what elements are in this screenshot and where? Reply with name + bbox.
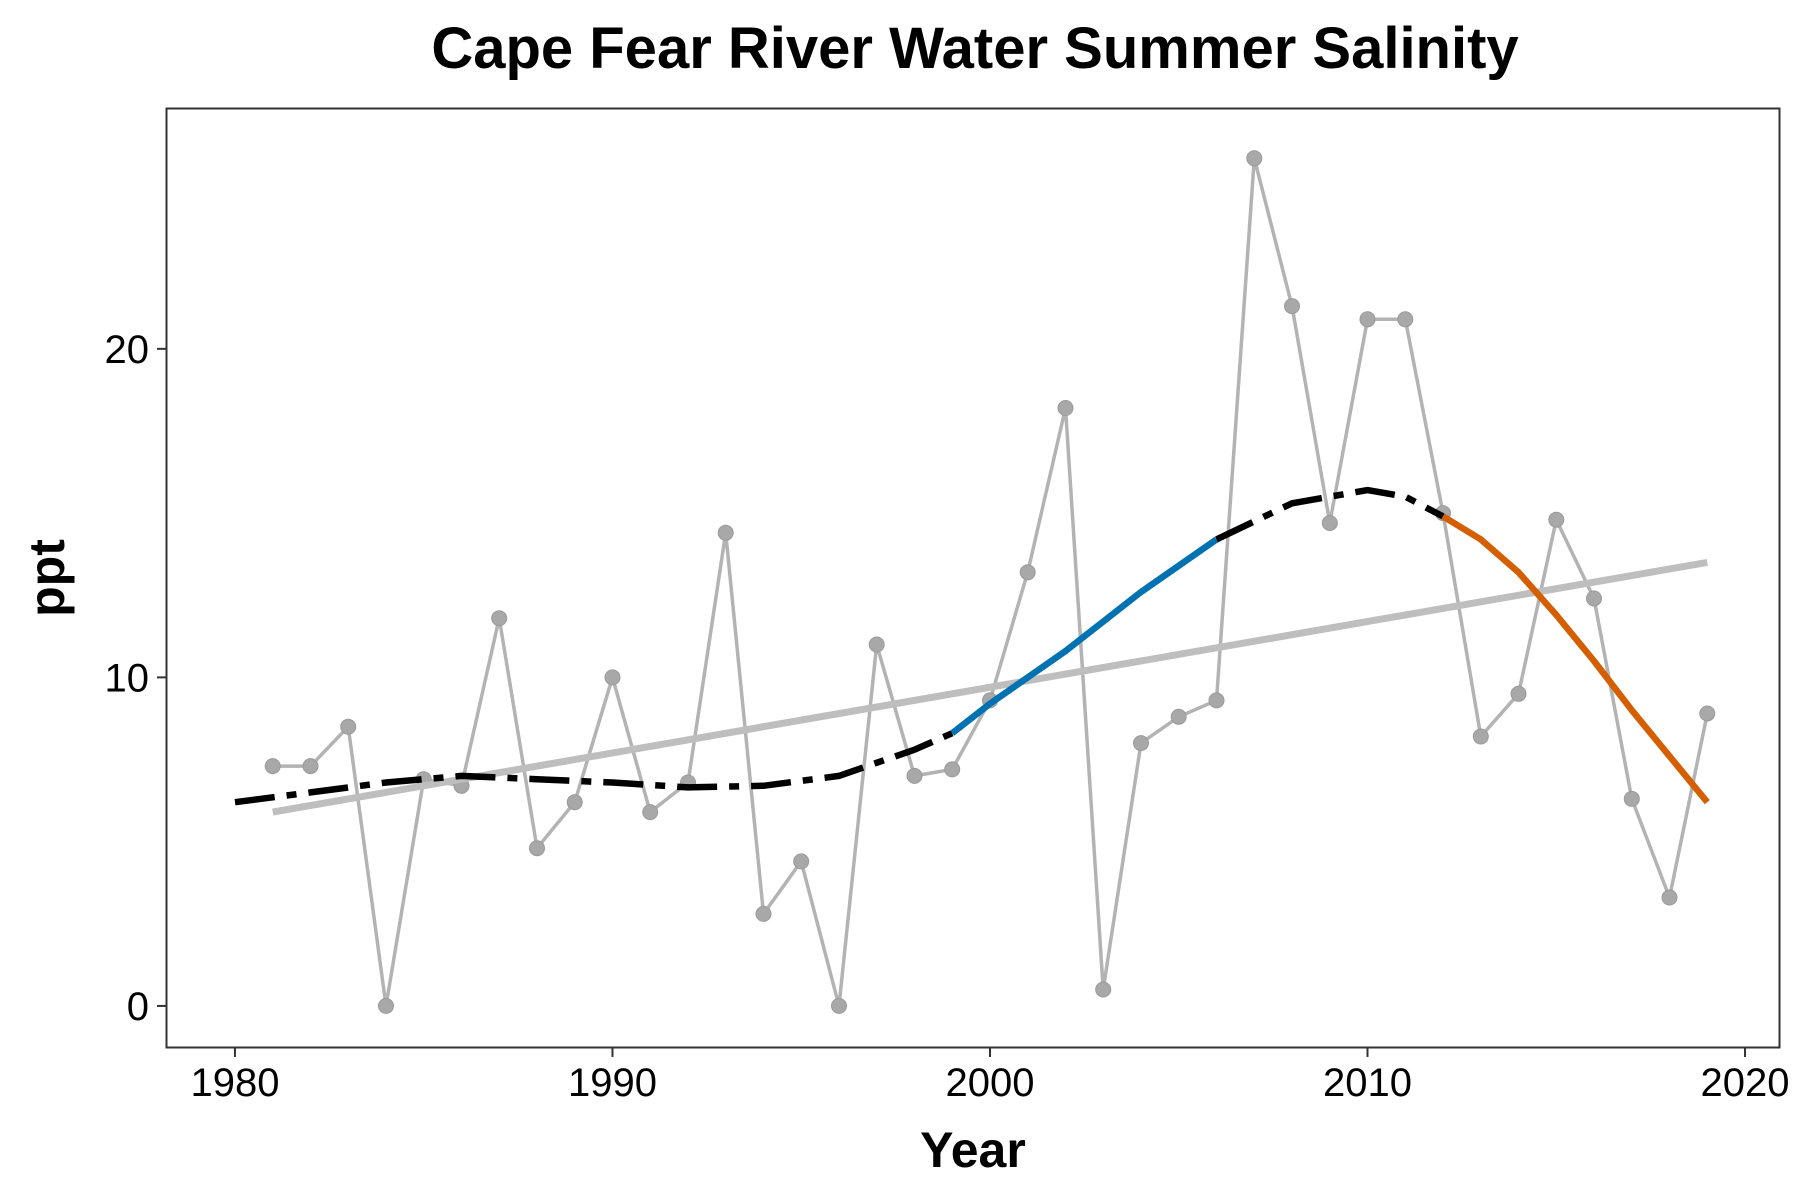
smooth-trend-decreasing-segment (1441, 513, 1710, 805)
x-axis-title: Year (920, 1122, 1026, 1178)
observed-point (1623, 790, 1640, 807)
observed-point (604, 669, 621, 686)
observed-point (1472, 728, 1489, 745)
observed-point (793, 853, 810, 870)
plot-panel-border (165, 107, 1781, 1049)
observed-point (755, 905, 772, 922)
y-tick-label: 20 (105, 328, 150, 372)
observed-point (1397, 311, 1414, 328)
observed-point (1208, 692, 1225, 709)
smooth-trend-dashed-segment (1215, 486, 1445, 543)
observed-point (1699, 705, 1716, 722)
observed-point (1246, 150, 1263, 167)
observed-point (340, 718, 357, 735)
y-tick-label: 0 (127, 985, 149, 1029)
observed-point (1284, 298, 1300, 315)
observed-series-line (272, 156, 1710, 1008)
observed-point (1586, 590, 1602, 607)
observed-point (1359, 311, 1376, 328)
observed-point (944, 761, 961, 778)
observed-point (1170, 708, 1187, 725)
observed-point (1661, 889, 1678, 906)
observed-point (1510, 685, 1527, 702)
observed-point (264, 758, 281, 775)
observed-point (1133, 735, 1149, 752)
x-tick-label: 2000 (945, 1061, 1034, 1105)
observed-point (491, 610, 508, 627)
chart-title: Cape Fear River Water Summer Salinity (431, 16, 1518, 81)
observed-point (1057, 400, 1074, 416)
observed-point (566, 794, 583, 811)
observed-point (529, 840, 545, 857)
observed-point (1019, 564, 1036, 581)
observed-point (302, 758, 319, 775)
observed-point (717, 524, 734, 541)
observed-point (1548, 511, 1565, 528)
observed-point (642, 804, 659, 821)
observed-point (831, 997, 847, 1014)
x-tick-label: 2010 (1323, 1061, 1412, 1105)
y-axis-title: ppt (19, 539, 75, 617)
observed-point (906, 767, 923, 784)
x-tick-label: 1980 (190, 1061, 279, 1105)
observed-point (1095, 981, 1112, 998)
x-tick-label: 2020 (1701, 1061, 1790, 1105)
observed-point (1321, 515, 1338, 531)
y-tick-label: 10 (105, 656, 150, 700)
x-tick-label: 1990 (568, 1061, 657, 1105)
observed-point (378, 997, 394, 1014)
smooth-trend-increasing-segment (950, 536, 1219, 736)
linear-trend-line (272, 558, 1708, 816)
observed-point (868, 636, 885, 653)
smooth-trend-dashed-segment (234, 730, 954, 806)
